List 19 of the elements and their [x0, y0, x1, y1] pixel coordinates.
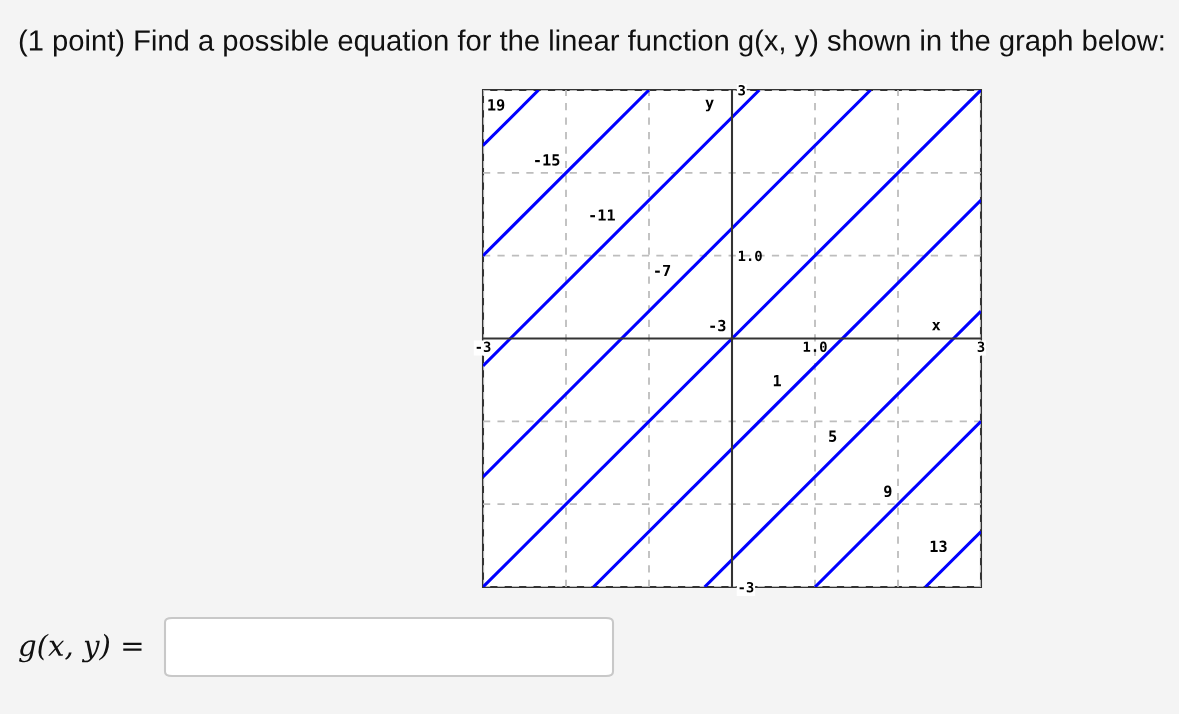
x-axis-title: x	[931, 322, 941, 331]
series-label: 19	[488, 99, 505, 111]
series-label: -15	[535, 154, 560, 166]
chart-title: (1 point) Find a possible equation for the linear function g(x, y) shown in the graph below:	[19, 29, 1164, 57]
x-tick-label: 3	[977, 341, 985, 353]
x-tick-label: -3	[476, 341, 491, 353]
series-label: 9	[884, 485, 892, 498]
y-tick-label: 3	[738, 84, 746, 96]
y-tick-label: -3	[739, 581, 754, 593]
series-label: 5	[829, 430, 837, 442]
series-label: -3	[710, 319, 726, 332]
series-label: -11	[590, 209, 615, 221]
y-axis-title: y	[705, 99, 714, 112]
series-label: 13	[930, 540, 947, 553]
y-tick-label: 1.0	[738, 250, 762, 262]
series-label: 1	[773, 375, 781, 387]
series-label: -7	[655, 264, 671, 277]
x-tick-label: 1.0	[803, 341, 827, 353]
text: g(x, y) =	[19, 633, 142, 663]
